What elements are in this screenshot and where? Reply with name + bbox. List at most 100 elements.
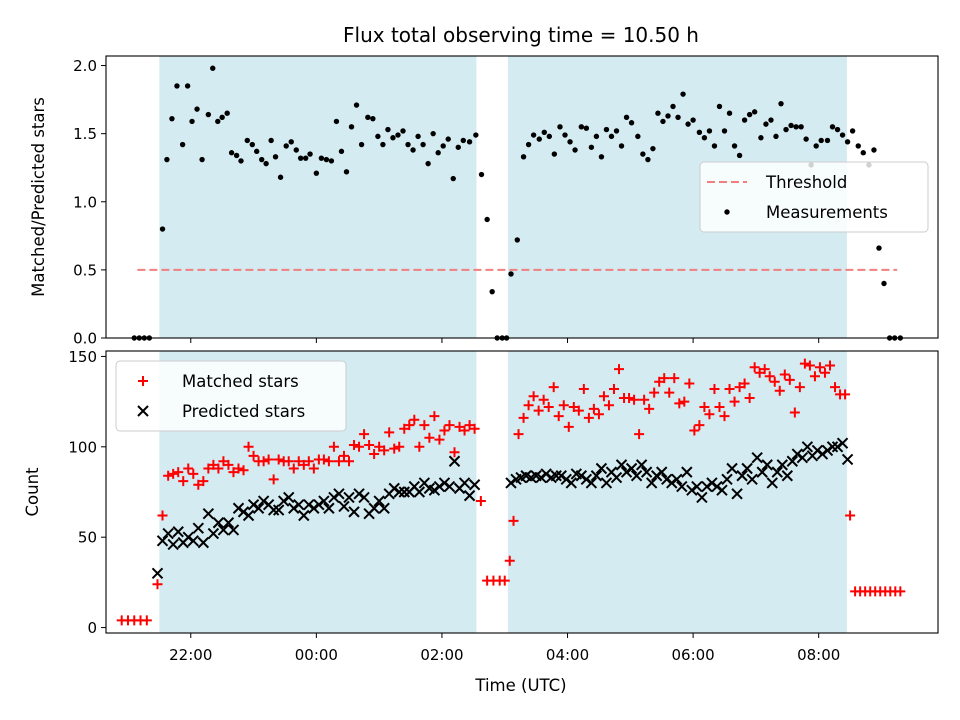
measurements-point: [430, 130, 436, 137]
predicted-stars-point: [283, 491, 295, 504]
matched-stars-point: [303, 456, 314, 467]
matched-stars-point: [754, 367, 765, 378]
count-points: [116, 358, 906, 626]
ratio-axes-frame: [105, 55, 939, 339]
ratio-legend: Threshold Measurements: [699, 161, 929, 233]
measurements-point: [169, 115, 175, 122]
x-tick-label: 04:00: [546, 646, 589, 664]
measurements-point: [199, 156, 205, 163]
predicted-stars-point: [585, 477, 598, 489]
matched-stars-point: [424, 432, 435, 443]
measurements-point: [254, 148, 260, 155]
measurements-point: [881, 280, 887, 287]
x-tick-label: 08:00: [797, 646, 840, 664]
measurements-point: [849, 128, 856, 134]
matched-stars-point: [449, 447, 460, 458]
measurements-point: [690, 117, 696, 123]
measurements-point: [562, 132, 568, 138]
predicted-stars-point: [671, 473, 683, 486]
matched-stars-point: [779, 369, 790, 380]
matched-stars-point: [714, 402, 725, 413]
measurements-point: [520, 154, 527, 160]
measurements-point: [318, 155, 325, 161]
legend-matched-stars-handle: [138, 376, 148, 386]
matched-stars-point: [152, 579, 163, 590]
predicted-stars-point: [343, 491, 355, 504]
matched-stars-point: [598, 391, 609, 402]
predicted-stars-point: [776, 459, 788, 471]
measurements-point: [277, 174, 284, 180]
measurements-point: [233, 152, 240, 159]
measurements-point: [645, 156, 651, 163]
measurements-point: [773, 133, 779, 140]
measurements-point: [829, 124, 836, 130]
measurements-point: [297, 155, 304, 161]
measurements-point: [844, 139, 851, 145]
predicted-stars-point: [761, 459, 773, 471]
measurements-point: [525, 141, 532, 148]
measurements-point: [302, 155, 309, 161]
matched-stars-point: [764, 371, 775, 382]
matched-stars-point: [528, 391, 539, 402]
matched-stars-point: [228, 467, 239, 478]
predicted-stars-point: [826, 441, 839, 453]
measurements-point: [603, 126, 610, 133]
ratio-y-tick-label: 2.0: [73, 57, 97, 75]
predicted-stars-point: [187, 535, 199, 547]
matched-stars-point: [157, 510, 168, 521]
matched-stars-point: [263, 454, 274, 465]
matched-stars-point: [243, 441, 254, 452]
matched-stars-point: [338, 450, 349, 461]
measurements-point: [489, 288, 495, 295]
measurements-point: [793, 124, 799, 130]
measurements-point: [159, 226, 166, 232]
predicted-stars-point: [398, 486, 410, 498]
matched-stars-point: [704, 409, 715, 420]
predicted-stars-point: [746, 473, 758, 486]
measurements-point: [375, 133, 381, 140]
matched-stars-point: [588, 403, 599, 414]
measurements-point: [623, 114, 630, 121]
predicted-stars-point: [731, 488, 743, 500]
measurements-point: [711, 143, 718, 149]
matched-stars-point: [173, 467, 184, 478]
predicted-stars-point: [267, 504, 280, 516]
matched-stars-point: [374, 441, 385, 452]
measurements-point: [660, 118, 666, 125]
measurements-point: [164, 156, 170, 163]
matched-stars-point: [394, 441, 405, 452]
predicted-stars-point: [681, 466, 693, 478]
predicted-stars-point: [202, 507, 215, 520]
measurements-point: [283, 143, 289, 149]
measurements-point: [508, 271, 514, 277]
measurements-point: [778, 100, 784, 107]
count-y-label: Count: [23, 467, 42, 517]
measurements-point: [307, 151, 313, 157]
measurements-point: [219, 114, 225, 121]
matched-stars-point: [349, 440, 360, 450]
measurements-point: [353, 102, 360, 108]
ratio-y-label: Matched/Predicted stars: [29, 97, 48, 297]
predicted-stars-point: [448, 455, 461, 467]
predicted-stars-point: [338, 500, 350, 513]
measurements-point: [618, 143, 625, 149]
matched-stars-point: [308, 463, 319, 474]
matched-stars-point: [583, 412, 594, 423]
count-x-ticks: 22:00 00:00 02:00 04:00 06:00 08:00: [169, 633, 840, 664]
matched-stars-point: [434, 434, 445, 445]
measurements-point: [210, 65, 216, 71]
predicted-stars-point: [217, 524, 230, 536]
ratio-y-tick-label: 1.0: [73, 193, 97, 211]
matched-stars-point: [654, 376, 665, 387]
predicted-stars-point: [413, 486, 426, 498]
predicted-stars-point: [721, 473, 733, 486]
matched-stars-point: [649, 387, 660, 398]
chart-title: Flux total observing time = 10.50 h: [343, 23, 699, 47]
matched-stars-point: [840, 389, 851, 400]
matched-stars-point: [141, 615, 152, 626]
count-panel: 22:00 00:00 02:00 04:00 06:00 08:00 0 50 100 150…: [23, 348, 939, 664]
measurements-point: [813, 143, 819, 149]
measurements-point: [758, 135, 764, 141]
measurements-point: [425, 160, 431, 167]
